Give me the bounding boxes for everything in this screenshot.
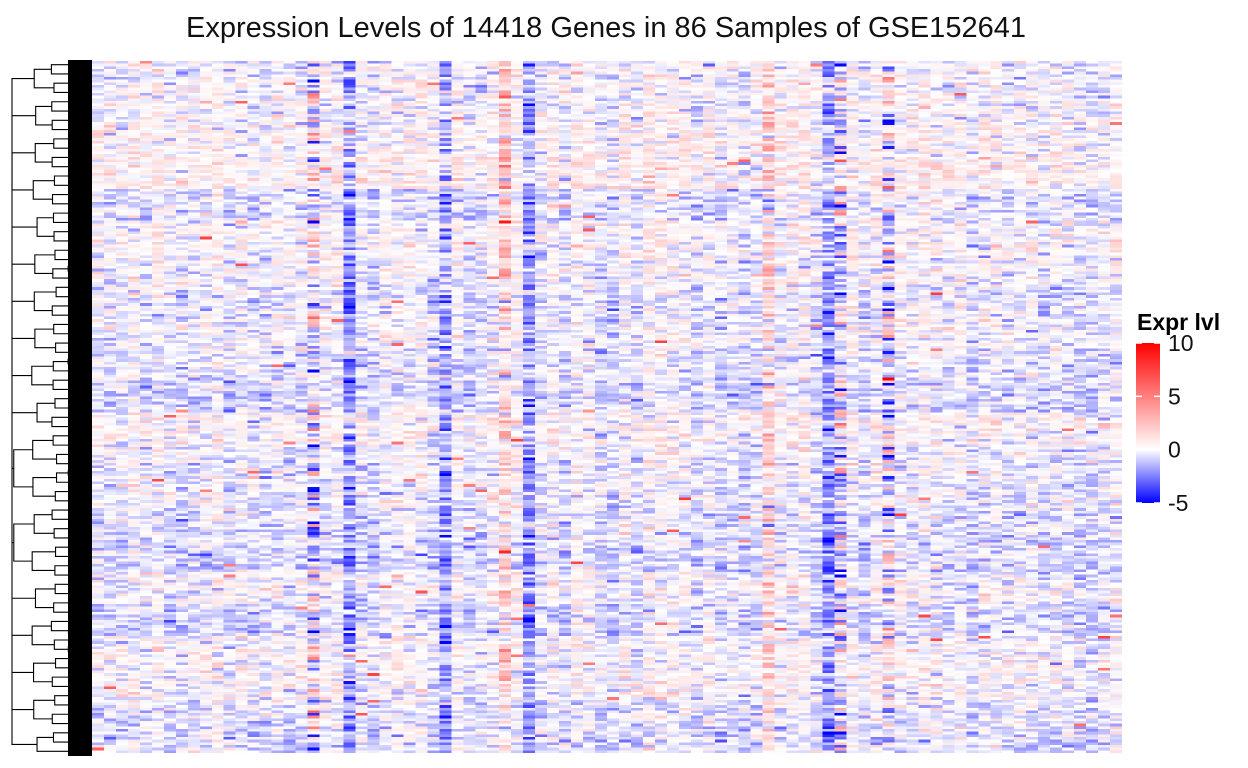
legend-tick-label: 10 <box>1168 335 1194 356</box>
legend-tick-label: -5 <box>1168 490 1188 515</box>
legend-tick-label: 0 <box>1168 437 1181 463</box>
legend-tick-label: 5 <box>1168 383 1181 409</box>
dendrogram-leaves <box>68 60 92 756</box>
color-legend: 10 5 0 -5 <box>1136 335 1194 515</box>
legend-title: Expr lvl <box>1137 309 1221 335</box>
chart-title: Expression Levels of 14418 Genes in 86 S… <box>186 12 1026 44</box>
row-dendrogram <box>11 60 92 756</box>
legend-colorbar <box>1136 343 1160 503</box>
heatmap-cells <box>92 61 1122 753</box>
